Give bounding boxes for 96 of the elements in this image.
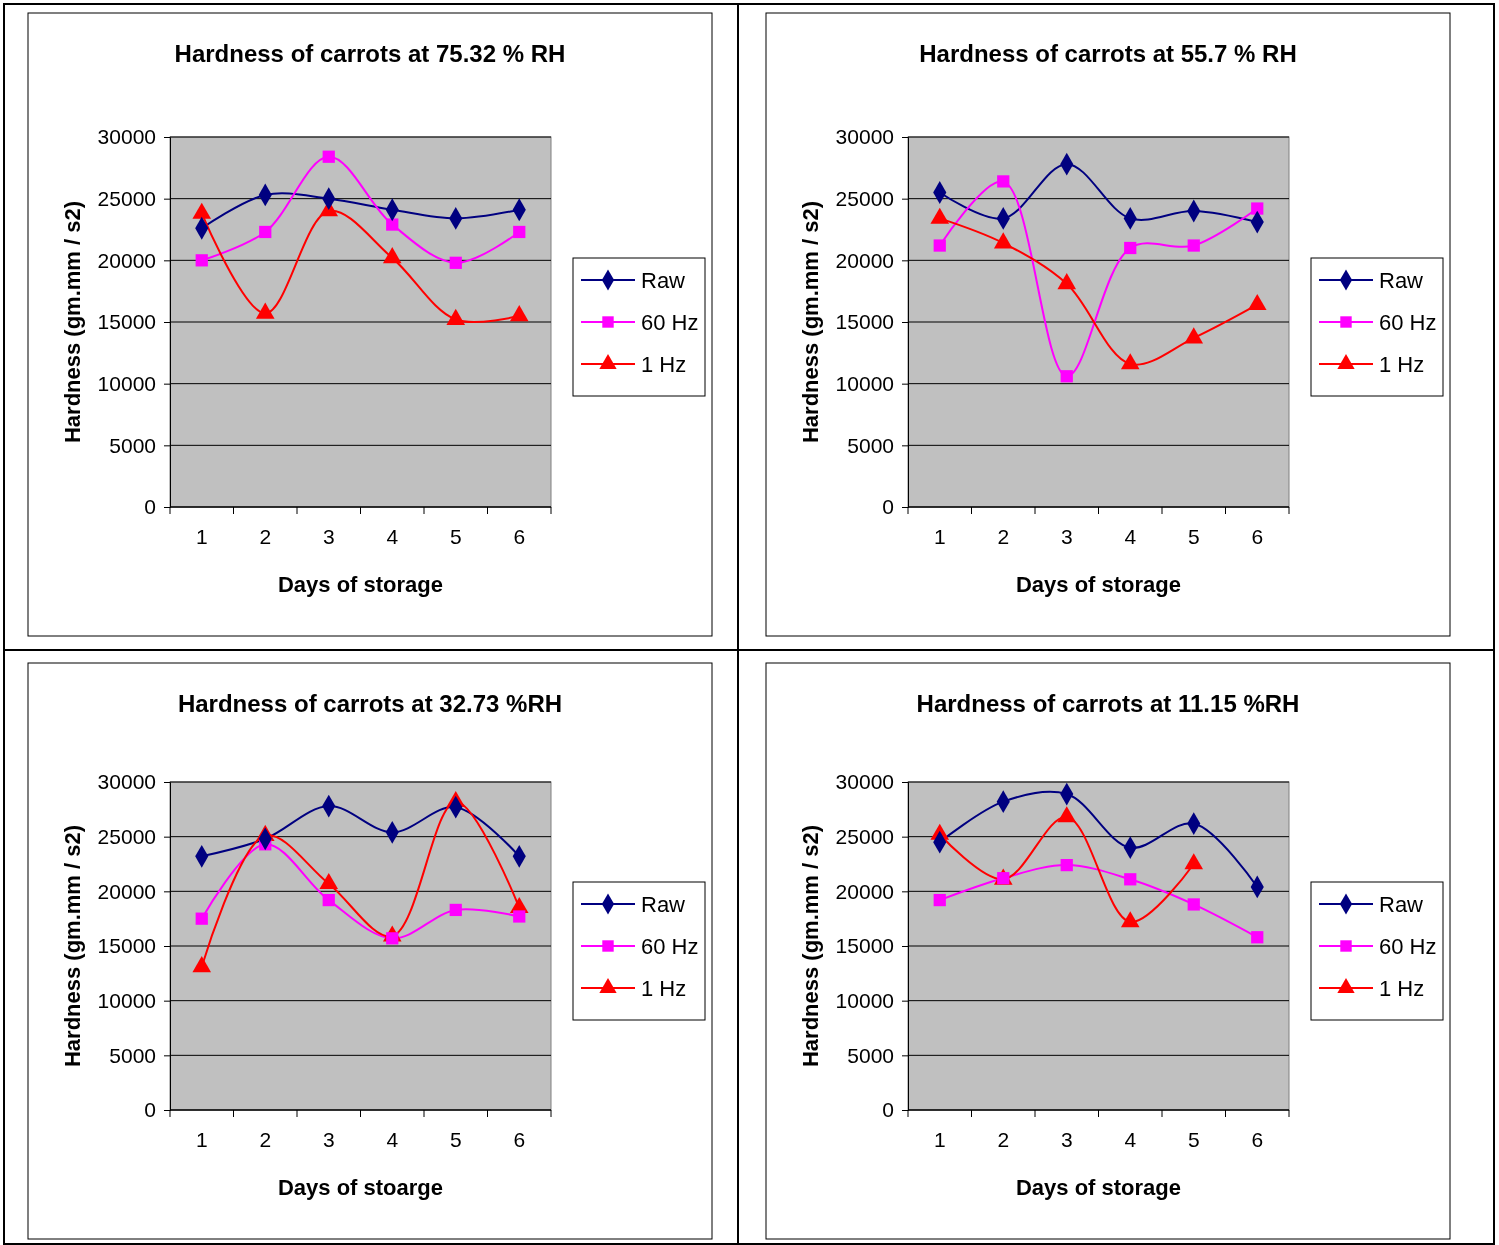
y-tick-label: 5000 (109, 433, 156, 457)
y-axis-title: Hardness (gm.mm / s2) (60, 200, 85, 444)
x-tick-label: 2 (259, 524, 272, 548)
point (1187, 898, 1200, 911)
point (513, 910, 526, 923)
y-tick-label: 10000 (97, 371, 156, 395)
x-tick-label: 3 (1060, 1127, 1073, 1151)
point (192, 956, 212, 973)
y-tick-label: 25000 (835, 824, 894, 848)
y-tick-label: 10000 (835, 988, 894, 1012)
y-tick-label: 15000 (97, 310, 156, 334)
y-tick-label: 0 (882, 495, 894, 519)
legend-label: 60 Hz (1379, 934, 1437, 959)
point (1184, 327, 1204, 344)
y-tick-label: 5000 (109, 1043, 156, 1067)
x-tick-label: 1 (195, 524, 208, 548)
y-tick-label: 30000 (835, 770, 894, 794)
chart-title: Hardness of carrots at 11.15 %RH (916, 690, 1300, 717)
x-tick-label: 3 (322, 524, 335, 548)
point (195, 912, 208, 925)
x-tick-label: 1 (195, 1127, 208, 1151)
point (933, 893, 946, 907)
x-tick-label: 6 (1251, 524, 1264, 548)
point (1060, 858, 1073, 872)
legend-label: Raw (1379, 892, 1424, 917)
x-tick-label: 1 (933, 524, 946, 548)
y-tick-label: 0 (144, 495, 156, 519)
x-tick-label: 4 (386, 524, 399, 548)
legend-label: Raw (641, 268, 686, 293)
point (1120, 353, 1140, 370)
y-tick-label: 25000 (835, 186, 894, 210)
point (1251, 202, 1264, 215)
point (1187, 239, 1200, 252)
legend-label: 60 Hz (641, 310, 699, 335)
x-axis-title: Days of stoarge (277, 1175, 444, 1200)
x-axis-title: Days of storage (1015, 572, 1182, 597)
x-tick-label: 2 (259, 1127, 272, 1151)
y-tick-label: 15000 (835, 310, 894, 334)
point (1124, 873, 1137, 886)
y-axis-title: Hardness (gm.mm / s2) (798, 824, 823, 1068)
y-tick-label: 10000 (97, 988, 156, 1012)
x-tick-label: 6 (513, 524, 526, 548)
y-tick-label: 0 (144, 1098, 156, 1122)
y-tick-label: 30000 (97, 125, 156, 149)
chart-title: Hardness of carrots at 32.73 %RH (177, 690, 563, 717)
point (322, 893, 335, 907)
y-tick-label: 5000 (847, 1043, 894, 1067)
point (1247, 293, 1267, 311)
x-tick-label: 4 (1124, 1127, 1137, 1151)
point (1124, 241, 1137, 255)
x-tick-label: 5 (449, 1127, 462, 1151)
legend-label: 1 Hz (641, 352, 687, 377)
legend-label: 1 Hz (1379, 352, 1425, 377)
legend-label: Raw (1379, 268, 1424, 293)
x-tick-label: 2 (997, 1127, 1010, 1151)
point (1251, 931, 1264, 944)
x-axis-title: Days of storage (277, 572, 444, 597)
point (997, 175, 1010, 188)
x-tick-label: 4 (1124, 524, 1137, 548)
x-tick-label: 2 (997, 524, 1010, 548)
y-tick-label: 20000 (97, 879, 156, 903)
y-tick-label: 20000 (835, 879, 894, 903)
legend-label: 1 Hz (1379, 976, 1425, 1001)
y-axis-title: Hardness (gm.mm / s2) (798, 200, 823, 444)
point (449, 903, 462, 917)
x-tick-label: 3 (1060, 524, 1073, 548)
x-tick-label: 4 (386, 1127, 399, 1151)
point (1057, 273, 1077, 290)
y-tick-label: 5000 (847, 433, 894, 457)
y-tick-label: 30000 (835, 125, 894, 149)
y-tick-label: 25000 (97, 824, 156, 848)
legend-label: 60 Hz (641, 934, 699, 959)
y-tick-label: 30000 (97, 770, 156, 794)
y-tick-label: 15000 (835, 934, 894, 958)
chart-title: Hardness of carrots at 55.7 % RH (919, 40, 1297, 67)
y-axis-title: Hardness (gm.mm / s2) (60, 824, 85, 1068)
y-tick-label: 10000 (835, 371, 894, 395)
x-tick-label: 3 (322, 1127, 335, 1151)
x-tick-label: 6 (513, 1127, 526, 1151)
legend-label: 1 Hz (641, 976, 687, 1001)
y-tick-label: 25000 (97, 186, 156, 210)
y-tick-label: 20000 (97, 248, 156, 272)
y-tick-label: 0 (882, 1098, 894, 1122)
x-tick-label: 1 (933, 1127, 946, 1151)
x-axis-title: Days of storage (1015, 1175, 1182, 1200)
y-tick-label: 20000 (835, 248, 894, 272)
x-tick-label: 5 (1187, 524, 1200, 548)
x-tick-label: 5 (449, 524, 462, 548)
point (933, 239, 946, 252)
legend-label: Raw (641, 892, 686, 917)
point (993, 232, 1013, 249)
x-tick-label: 5 (1187, 1127, 1200, 1151)
y-tick-label: 15000 (97, 934, 156, 958)
legend-label: 60 Hz (1379, 310, 1437, 335)
chart-title: Hardness of carrots at 75.32 % RH (174, 40, 566, 67)
x-tick-label: 6 (1251, 1127, 1264, 1151)
